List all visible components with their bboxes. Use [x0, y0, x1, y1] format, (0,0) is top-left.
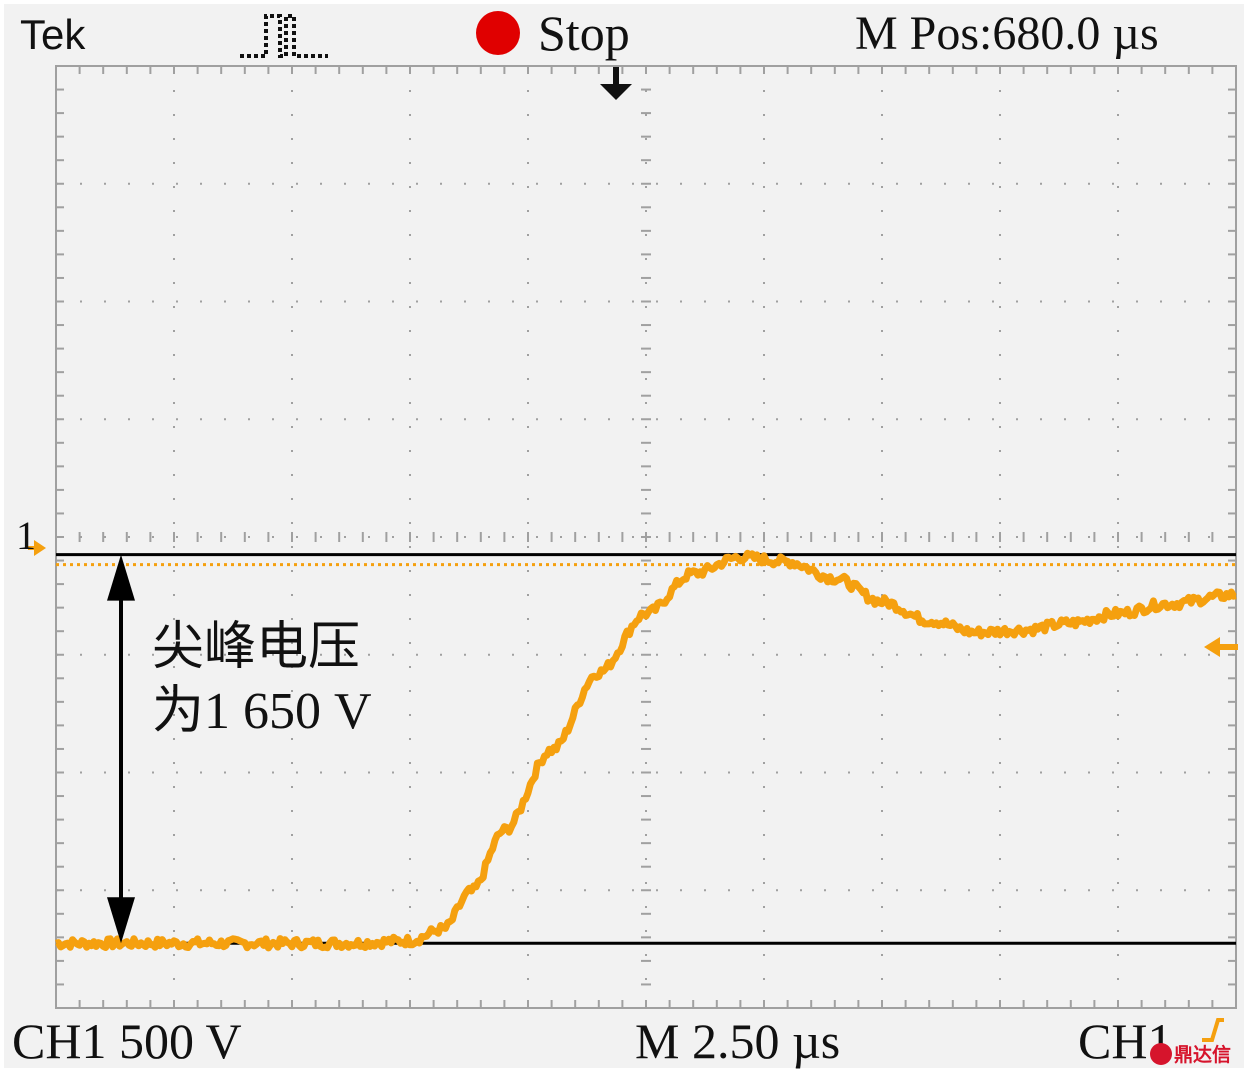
- brand-label: Tek: [20, 11, 86, 58]
- ch1-trace: [54, 549, 1238, 952]
- arrow-head-up: [107, 554, 135, 601]
- arrow-head-down: [107, 897, 135, 944]
- edge-markers: [28, 540, 1238, 1042]
- annotation-line-2: 为1 650 V: [152, 683, 372, 740]
- logo-icon: [1150, 1042, 1172, 1065]
- trigger-level-marker-stem: [1218, 644, 1238, 650]
- logo-text: 鼎达信: [1174, 1044, 1232, 1066]
- spike-arrow: [107, 554, 135, 944]
- graticule: [55, 65, 1237, 1009]
- timebase: M 2.50 µs: [635, 1013, 841, 1069]
- ch1-ground-marker-stem: [28, 546, 36, 550]
- ch1-scale: CH1 500 V: [12, 1013, 242, 1069]
- trigger-level-marker: [1204, 637, 1220, 657]
- annotation-line-1: 尖峰电压: [152, 619, 361, 676]
- acquisition-pulse-icon: [240, 14, 328, 58]
- trace-line: [54, 549, 1238, 952]
- run-status: Stop: [538, 5, 630, 61]
- watermark-logo: 鼎达信: [1150, 1040, 1231, 1066]
- scope-screen: [4, 4, 1244, 1068]
- ch1-ground-marker: [34, 540, 46, 556]
- rising-edge-icon: [1202, 1018, 1224, 1042]
- spike-annotation: 尖峰电压 为1 650 V: [152, 616, 372, 744]
- channel-marker: 1: [16, 513, 36, 558]
- horizontal-position: M Pos:680.0 µs: [855, 7, 1159, 60]
- stop-indicator-icon: [476, 11, 520, 55]
- trigger-position-icon: [600, 66, 632, 100]
